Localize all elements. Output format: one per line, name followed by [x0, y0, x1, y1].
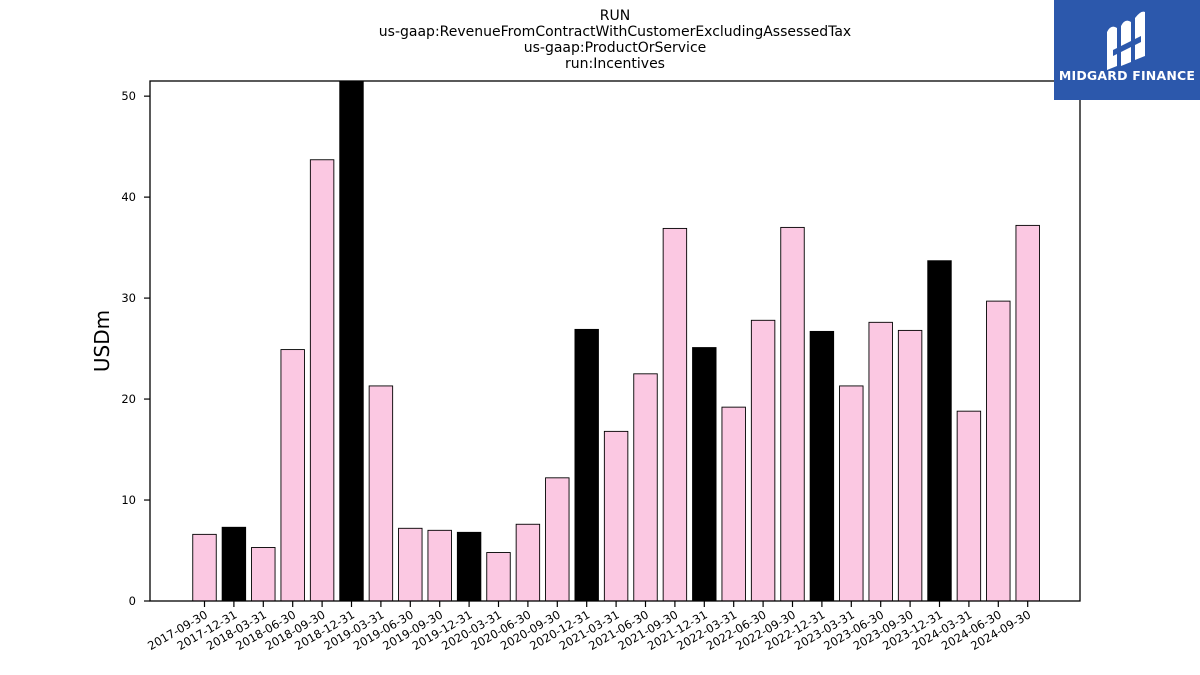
y-tick-label: 50 [121, 89, 136, 103]
bar-2023-09-30 [897, 329, 923, 602]
y-axis: 0 10 20 30 40 50 [121, 89, 150, 608]
y-tick-label: 30 [121, 291, 136, 305]
bar-2019-06-30 [398, 527, 423, 602]
bar-2021-06-30 [633, 373, 658, 602]
bar-2023-12-31 [927, 260, 952, 602]
bar-2020-06-30 [515, 523, 541, 602]
bar-2017-12-31 [221, 526, 247, 602]
bar-2020-09-30 [545, 477, 570, 602]
x-axis: 2017-09-302017-12-312018-03-312018-06-30… [145, 601, 1033, 653]
bar-2019-03-31 [368, 385, 394, 602]
y-tick-label: 40 [121, 190, 136, 204]
plot-frame [149, 80, 1081, 602]
chart-title-line-4: run:Incentives [565, 56, 665, 72]
bar-2017-09-30 [192, 533, 217, 602]
bar-2018-12-31 [339, 80, 364, 602]
midgard-logo-icon [1107, 11, 1145, 70]
y-axis-label: USDm [90, 310, 114, 372]
bars-group [192, 80, 1040, 602]
bar-2024-03-31 [956, 410, 982, 602]
bar-2020-12-31 [574, 328, 599, 602]
bar-2021-03-31 [603, 430, 629, 602]
bar-2022-06-30 [750, 319, 776, 602]
chart-title: RUN us-gaap:RevenueFromContractWithCusto… [379, 8, 851, 72]
bar-2023-03-31 [839, 385, 864, 602]
bar-2022-12-31 [809, 330, 835, 602]
chart-title-line-1: RUN [600, 8, 630, 24]
midgard-logo: MIDGARD FINANCE [1054, 0, 1200, 100]
logo-text: MIDGARD FINANCE [1058, 68, 1196, 83]
bar-2018-03-31 [251, 547, 276, 602]
bar-2019-12-31 [456, 531, 482, 602]
y-tick-label: 0 [129, 594, 136, 608]
chart-title-line-2: us-gaap:RevenueFromContractWithCustomerE… [379, 24, 851, 40]
bar-2020-03-31 [486, 552, 511, 602]
bar-2021-09-30 [662, 227, 688, 602]
bar-2022-09-30 [780, 226, 805, 602]
y-tick-label: 20 [121, 392, 136, 406]
bar-2019-09-30 [427, 529, 452, 602]
chart-title-line-3: us-gaap:ProductOrService [524, 40, 707, 56]
bar-2024-06-30 [986, 300, 1011, 602]
bar-2022-03-31 [721, 406, 746, 602]
y-tick-label: 10 [121, 493, 136, 507]
bar-2018-09-30 [309, 159, 335, 602]
bar-2021-12-31 [692, 347, 717, 602]
bar-2023-06-30 [868, 321, 893, 602]
bar-2024-09-30 [1015, 224, 1040, 602]
bar-2018-06-30 [280, 349, 305, 602]
